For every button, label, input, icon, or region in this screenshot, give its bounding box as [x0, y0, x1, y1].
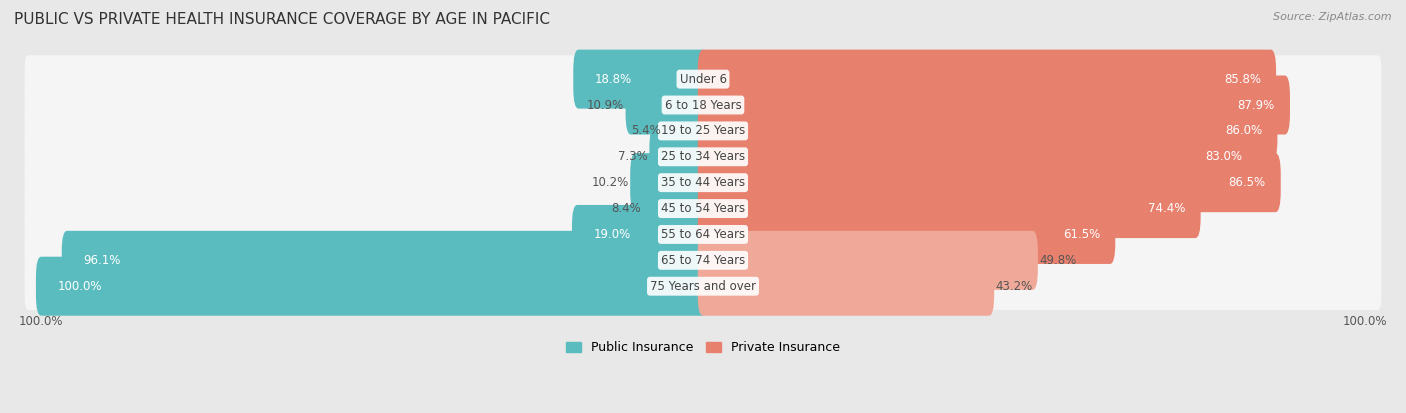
- Text: 6 to 18 Years: 6 to 18 Years: [665, 99, 741, 112]
- Text: 61.5%: 61.5%: [1063, 228, 1099, 241]
- Text: 87.9%: 87.9%: [1237, 99, 1275, 112]
- FancyBboxPatch shape: [62, 231, 709, 290]
- FancyBboxPatch shape: [697, 76, 1289, 135]
- FancyBboxPatch shape: [25, 81, 1381, 129]
- Legend: Public Insurance, Private Insurance: Public Insurance, Private Insurance: [561, 336, 845, 359]
- Text: 5.4%: 5.4%: [631, 124, 661, 138]
- Text: 18.8%: 18.8%: [595, 73, 633, 85]
- Text: 65 to 74 Years: 65 to 74 Years: [661, 254, 745, 267]
- Text: 86.0%: 86.0%: [1225, 124, 1263, 138]
- FancyBboxPatch shape: [572, 205, 709, 264]
- Text: 10.9%: 10.9%: [586, 99, 624, 112]
- Text: 49.8%: 49.8%: [1039, 254, 1077, 267]
- FancyBboxPatch shape: [697, 50, 1277, 109]
- FancyBboxPatch shape: [697, 179, 1201, 238]
- Text: 83.0%: 83.0%: [1205, 150, 1243, 163]
- Text: 10.2%: 10.2%: [592, 176, 628, 189]
- FancyBboxPatch shape: [697, 205, 1115, 264]
- FancyBboxPatch shape: [643, 179, 709, 238]
- FancyBboxPatch shape: [37, 257, 709, 316]
- Text: 86.5%: 86.5%: [1229, 176, 1265, 189]
- FancyBboxPatch shape: [25, 159, 1381, 206]
- FancyBboxPatch shape: [25, 185, 1381, 233]
- FancyBboxPatch shape: [697, 101, 1278, 160]
- Text: 43.2%: 43.2%: [995, 280, 1033, 293]
- FancyBboxPatch shape: [662, 101, 709, 160]
- Text: 85.8%: 85.8%: [1223, 73, 1261, 85]
- Text: Source: ZipAtlas.com: Source: ZipAtlas.com: [1274, 12, 1392, 22]
- Text: PUBLIC VS PRIVATE HEALTH INSURANCE COVERAGE BY AGE IN PACIFIC: PUBLIC VS PRIVATE HEALTH INSURANCE COVER…: [14, 12, 550, 27]
- FancyBboxPatch shape: [25, 133, 1381, 180]
- Text: 35 to 44 Years: 35 to 44 Years: [661, 176, 745, 189]
- Text: 55 to 64 Years: 55 to 64 Years: [661, 228, 745, 241]
- FancyBboxPatch shape: [697, 153, 1281, 212]
- FancyBboxPatch shape: [697, 127, 1257, 186]
- Text: Under 6: Under 6: [679, 73, 727, 85]
- FancyBboxPatch shape: [25, 211, 1381, 258]
- Text: 96.1%: 96.1%: [83, 254, 121, 267]
- Text: 19 to 25 Years: 19 to 25 Years: [661, 124, 745, 138]
- FancyBboxPatch shape: [25, 107, 1381, 155]
- FancyBboxPatch shape: [25, 55, 1381, 103]
- FancyBboxPatch shape: [697, 231, 1038, 290]
- Text: 45 to 54 Years: 45 to 54 Years: [661, 202, 745, 215]
- Text: 75 Years and over: 75 Years and over: [650, 280, 756, 293]
- FancyBboxPatch shape: [650, 127, 709, 186]
- Text: 7.3%: 7.3%: [619, 150, 648, 163]
- FancyBboxPatch shape: [25, 262, 1381, 310]
- Text: 74.4%: 74.4%: [1149, 202, 1185, 215]
- Text: 8.4%: 8.4%: [612, 202, 641, 215]
- FancyBboxPatch shape: [697, 257, 994, 316]
- Text: 25 to 34 Years: 25 to 34 Years: [661, 150, 745, 163]
- Text: 19.0%: 19.0%: [593, 228, 631, 241]
- FancyBboxPatch shape: [25, 237, 1381, 284]
- FancyBboxPatch shape: [574, 50, 709, 109]
- FancyBboxPatch shape: [626, 76, 709, 135]
- FancyBboxPatch shape: [630, 153, 709, 212]
- Text: 100.0%: 100.0%: [58, 280, 103, 293]
